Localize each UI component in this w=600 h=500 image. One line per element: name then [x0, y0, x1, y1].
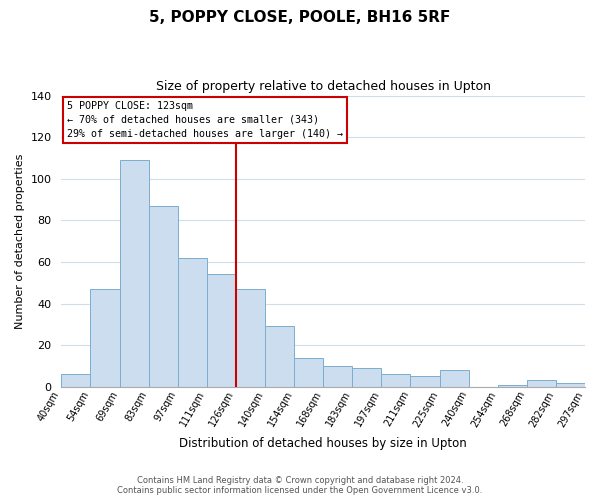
- Text: 5 POPPY CLOSE: 123sqm
← 70% of detached houses are smaller (343)
29% of semi-det: 5 POPPY CLOSE: 123sqm ← 70% of detached …: [67, 101, 343, 139]
- Bar: [149, 206, 178, 386]
- Bar: [382, 374, 410, 386]
- Bar: [207, 274, 236, 386]
- Bar: [556, 382, 585, 386]
- Bar: [236, 289, 265, 386]
- Bar: [91, 289, 119, 386]
- Bar: [323, 366, 352, 386]
- X-axis label: Distribution of detached houses by size in Upton: Distribution of detached houses by size …: [179, 437, 467, 450]
- Y-axis label: Number of detached properties: Number of detached properties: [15, 154, 25, 329]
- Bar: [498, 384, 527, 386]
- Text: Contains HM Land Registry data © Crown copyright and database right 2024.
Contai: Contains HM Land Registry data © Crown c…: [118, 476, 482, 495]
- Bar: [527, 380, 556, 386]
- Bar: [410, 376, 440, 386]
- Text: 5, POPPY CLOSE, POOLE, BH16 5RF: 5, POPPY CLOSE, POOLE, BH16 5RF: [149, 10, 451, 25]
- Bar: [61, 374, 91, 386]
- Bar: [119, 160, 149, 386]
- Bar: [352, 368, 382, 386]
- Bar: [178, 258, 207, 386]
- Bar: [265, 326, 294, 386]
- Bar: [294, 358, 323, 386]
- Bar: [440, 370, 469, 386]
- Title: Size of property relative to detached houses in Upton: Size of property relative to detached ho…: [156, 80, 491, 93]
